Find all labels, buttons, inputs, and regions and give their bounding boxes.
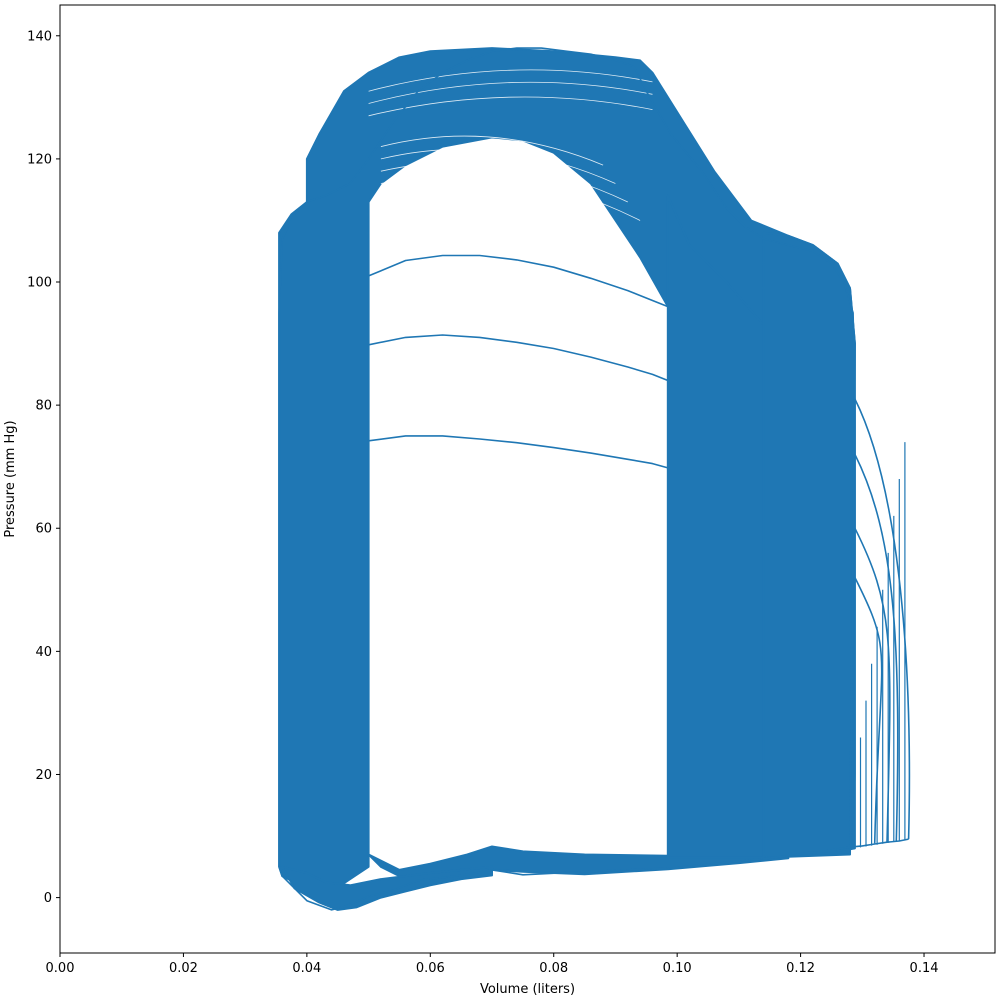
y-tick-label: 100: [27, 276, 52, 291]
pv-loop-series-1: [368, 435, 669, 469]
y-tick-label: 140: [27, 29, 52, 44]
pv-loop-band: [278, 201, 370, 893]
pv-loop-series-2: [368, 334, 669, 382]
loop-highlight: [368, 69, 653, 92]
loop-highlight: [380, 174, 641, 221]
y-tick-label: 40: [35, 645, 52, 660]
loop-highlight: [368, 81, 653, 104]
y-tick-label: 20: [35, 768, 52, 783]
pv-loop-band: [762, 231, 856, 859]
x-tick-label: 0.06: [416, 961, 445, 976]
tail-curve: [854, 577, 883, 844]
y-axis-label: Pressure (mm Hg): [3, 420, 18, 537]
tail-curve: [854, 527, 891, 843]
x-axis-ticks: 0.00 0.02 0.04 0.06 0.08 0.10 0.12 0.14: [46, 953, 939, 976]
axes-frame: [59, 4, 996, 954]
pv-loop-series-3: [368, 254, 669, 308]
x-tick-label: 0.00: [46, 961, 75, 976]
y-tick-label: 120: [27, 152, 52, 167]
y-tick-label: 60: [35, 522, 52, 537]
loop-highlight: [380, 161, 628, 203]
tail-curve: [854, 454, 899, 842]
x-tick-label: 0.02: [169, 961, 198, 976]
loop-highlight: [380, 148, 616, 184]
x-tick-label: 0.12: [786, 961, 815, 976]
loop-highlight: [380, 135, 604, 166]
pv-loops: [278, 47, 911, 911]
pv-loop-series-0: [278, 47, 909, 911]
y-tick-label: 0: [44, 891, 52, 906]
x-tick-label: 0.10: [663, 961, 692, 976]
tail-curve: [854, 398, 911, 840]
y-tick-label: 80: [35, 399, 52, 414]
x-tick-label: 0.04: [292, 961, 321, 976]
y-axis-ticks: 0 20 40 60 80 100 120 140: [27, 29, 60, 906]
x-tick-label: 0.08: [539, 961, 568, 976]
x-axis-label: Volume (liters): [480, 982, 575, 997]
x-tick-label: 0.14: [910, 961, 939, 976]
